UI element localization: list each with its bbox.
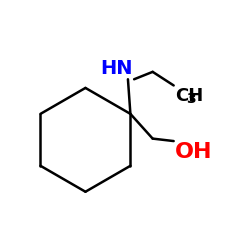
Text: 3: 3 <box>186 92 196 106</box>
Text: HN: HN <box>100 59 133 78</box>
Text: CH: CH <box>175 87 203 105</box>
Text: OH: OH <box>175 142 212 162</box>
